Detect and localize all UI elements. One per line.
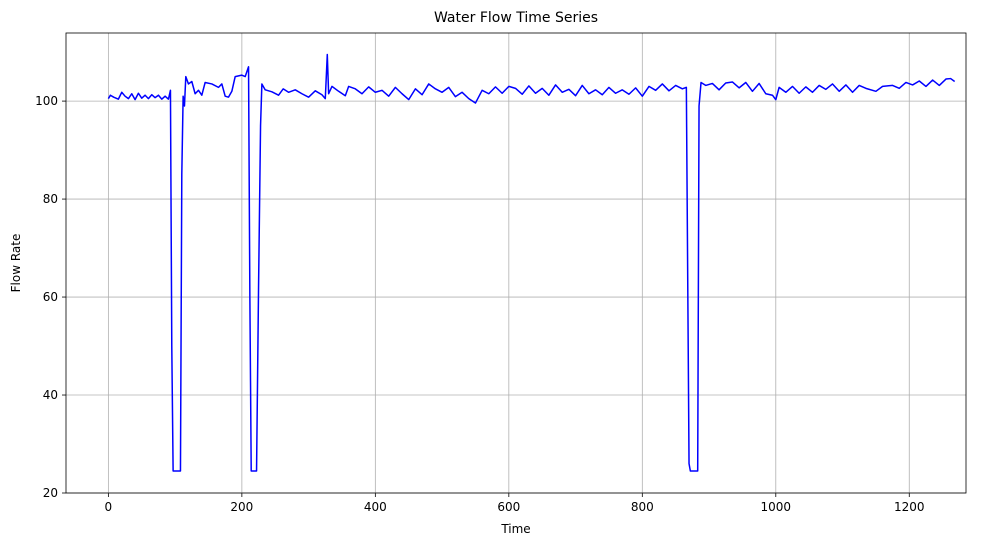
x-axis-label: Time: [500, 522, 530, 536]
chart-title: Water Flow Time Series: [434, 10, 598, 26]
data-line: [107, 53, 956, 472]
y-tick-label: 100: [35, 94, 58, 108]
y-tick-label: 80: [43, 192, 58, 206]
y-axis-label: Flow Rate: [9, 234, 23, 293]
y-tick-label: 60: [43, 290, 58, 304]
x-tick-label: 400: [364, 500, 387, 514]
x-tick-label: 1000: [761, 500, 792, 514]
y-tick-label: 20: [43, 486, 58, 500]
x-tick-label: 1200: [894, 500, 925, 514]
x-tick-label: 0: [105, 500, 113, 514]
x-tick-label: 200: [230, 500, 253, 514]
x-tick-label: 800: [631, 500, 654, 514]
y-tick-label: 40: [43, 388, 58, 402]
x-tick-label: 600: [497, 500, 520, 514]
plot-frame: [65, 32, 967, 494]
